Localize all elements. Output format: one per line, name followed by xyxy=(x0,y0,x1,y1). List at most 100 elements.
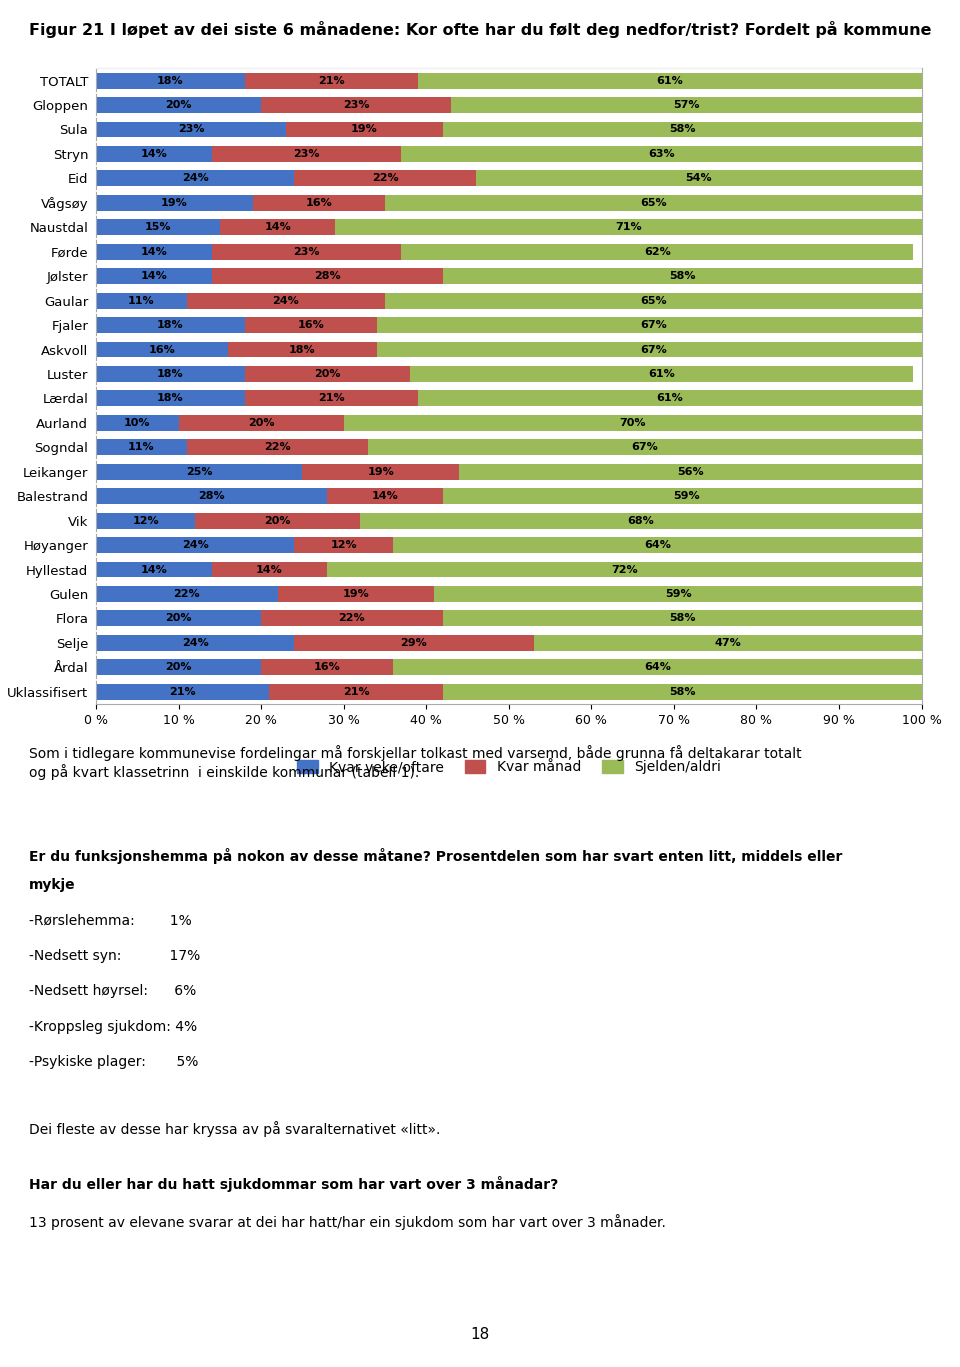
Bar xyxy=(302,463,459,480)
Text: 18%: 18% xyxy=(289,344,316,354)
Text: 12%: 12% xyxy=(132,515,158,526)
Bar xyxy=(443,488,930,504)
Text: 56%: 56% xyxy=(677,466,704,477)
Bar xyxy=(294,634,534,651)
Text: 18%: 18% xyxy=(157,320,183,329)
Bar xyxy=(96,463,302,480)
Text: 24%: 24% xyxy=(273,295,300,306)
Text: 16%: 16% xyxy=(298,320,324,329)
Text: 67%: 67% xyxy=(640,344,666,354)
Bar xyxy=(211,562,327,577)
Text: 20%: 20% xyxy=(314,369,341,379)
Text: -Rørslehemma:        1%: -Rørslehemma: 1% xyxy=(29,913,192,927)
Text: 67%: 67% xyxy=(632,443,659,452)
Bar xyxy=(385,195,922,211)
Text: 64%: 64% xyxy=(644,663,671,673)
Text: 24%: 24% xyxy=(181,540,208,550)
Bar xyxy=(534,634,922,651)
Text: 22%: 22% xyxy=(264,443,291,452)
Bar xyxy=(187,293,385,309)
Text: 23%: 23% xyxy=(343,100,370,109)
Bar xyxy=(401,243,913,260)
Text: 59%: 59% xyxy=(664,589,691,599)
Text: -Psykiske plager:       5%: -Psykiske plager: 5% xyxy=(29,1055,198,1069)
Bar xyxy=(277,586,435,601)
Bar xyxy=(476,171,922,186)
Text: 21%: 21% xyxy=(343,686,370,697)
Text: 64%: 64% xyxy=(644,540,671,550)
Text: 61%: 61% xyxy=(657,394,684,403)
Text: 23%: 23% xyxy=(178,124,204,134)
Text: 67%: 67% xyxy=(640,320,666,329)
Text: 13 prosent av elevane svarar at dei har hatt/har ein sjukdom som har vart over 3: 13 prosent av elevane svarar at dei har … xyxy=(29,1214,665,1230)
Text: 10%: 10% xyxy=(124,418,151,428)
Text: 58%: 58% xyxy=(669,271,695,282)
Bar xyxy=(443,611,922,626)
Bar xyxy=(418,72,922,89)
Bar xyxy=(394,659,922,675)
Text: 19%: 19% xyxy=(351,124,377,134)
Text: 21%: 21% xyxy=(318,394,345,403)
Text: 68%: 68% xyxy=(628,515,655,526)
Bar xyxy=(187,439,369,455)
Bar xyxy=(443,122,922,138)
Text: Dei fleste av desse har kryssa av på svaralternativet «litt».: Dei fleste av desse har kryssa av på sva… xyxy=(29,1121,441,1137)
Text: 29%: 29% xyxy=(400,638,427,648)
Text: 62%: 62% xyxy=(644,246,671,257)
Text: Har du eller har du hatt sjukdommar som har vart over 3 månadar?: Har du eller har du hatt sjukdommar som … xyxy=(29,1176,558,1192)
Text: 24%: 24% xyxy=(181,174,208,183)
Bar xyxy=(245,391,418,406)
Text: 16%: 16% xyxy=(305,198,332,208)
Text: 21%: 21% xyxy=(169,686,196,697)
Bar xyxy=(96,171,294,186)
Text: -Nedsett syn:           17%: -Nedsett syn: 17% xyxy=(29,949,200,962)
Text: 14%: 14% xyxy=(140,246,167,257)
Text: 28%: 28% xyxy=(314,271,341,282)
Bar xyxy=(344,416,922,431)
Text: 14%: 14% xyxy=(264,223,291,232)
Text: 65%: 65% xyxy=(640,198,666,208)
Text: 71%: 71% xyxy=(615,223,642,232)
Text: 20%: 20% xyxy=(248,418,275,428)
Bar xyxy=(96,391,245,406)
Bar xyxy=(294,171,476,186)
Text: 15%: 15% xyxy=(145,223,171,232)
Bar xyxy=(96,243,211,260)
Bar xyxy=(335,219,922,235)
Text: Figur 21 I løpet av dei siste 6 månadene: Kor ofte har du følt deg nedfor/trist?: Figur 21 I løpet av dei siste 6 månadene… xyxy=(29,21,931,37)
Bar xyxy=(96,488,327,504)
Text: 14%: 14% xyxy=(140,271,167,282)
Text: 18: 18 xyxy=(470,1327,490,1342)
Bar xyxy=(451,97,922,113)
Bar xyxy=(96,219,220,235)
Bar xyxy=(211,243,401,260)
Bar xyxy=(96,416,179,431)
Bar xyxy=(252,195,385,211)
Text: 47%: 47% xyxy=(714,638,741,648)
Text: 14%: 14% xyxy=(372,491,398,502)
Bar xyxy=(96,72,245,89)
Bar xyxy=(96,122,286,138)
Text: 58%: 58% xyxy=(669,686,695,697)
Text: 14%: 14% xyxy=(140,149,167,159)
Text: 14%: 14% xyxy=(140,565,167,574)
Bar xyxy=(96,342,228,357)
Text: Er du funksjonshemma på nokon av desse måtane? Prosentdelen som har svart enten : Er du funksjonshemma på nokon av desse m… xyxy=(29,848,842,864)
Bar xyxy=(286,122,443,138)
Bar xyxy=(327,488,443,504)
Bar xyxy=(443,268,922,284)
Text: 28%: 28% xyxy=(199,491,225,502)
Bar xyxy=(96,513,195,529)
Text: 25%: 25% xyxy=(186,466,212,477)
Text: 22%: 22% xyxy=(174,589,200,599)
Text: 18%: 18% xyxy=(157,75,183,86)
Bar xyxy=(96,562,211,577)
Bar xyxy=(410,366,913,381)
Bar xyxy=(96,317,245,334)
Text: Som i tidlegare kommunevise fordelingar må forskjellar tolkast med varsemd, både: Som i tidlegare kommunevise fordelingar … xyxy=(29,745,802,779)
Bar xyxy=(369,439,922,455)
Bar xyxy=(376,342,930,357)
Bar xyxy=(220,219,335,235)
Text: 12%: 12% xyxy=(330,540,357,550)
Text: 63%: 63% xyxy=(648,149,675,159)
